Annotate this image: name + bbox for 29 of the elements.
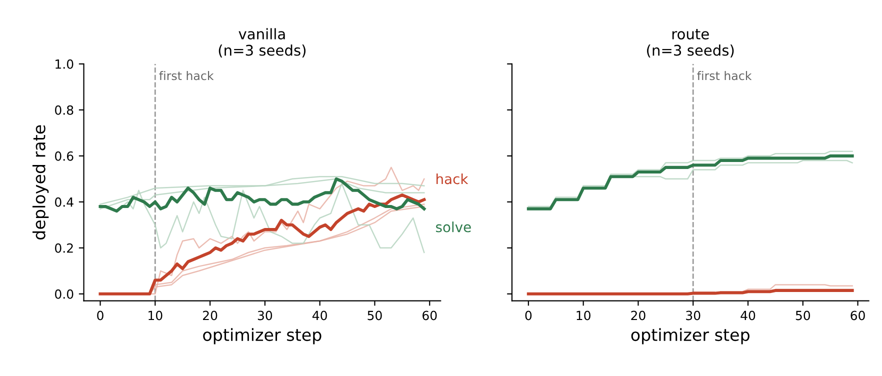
y-tick-label: 0.8: [55, 105, 74, 115]
y-tick-label: 0.0: [55, 289, 74, 299]
x-tick-label: 40: [740, 310, 756, 320]
x-tick-label: 10: [576, 310, 590, 320]
series-label: solve: [436, 222, 471, 232]
x-tick-label: 60: [422, 310, 437, 320]
x-tick-label: 0: [525, 310, 532, 320]
ref-line-label: first hack: [159, 71, 214, 80]
x-tick-label: 50: [796, 310, 810, 320]
x-tick-label: 60: [850, 310, 865, 320]
y-axis-title: deployed rate: [32, 125, 49, 240]
x-tick-label: 20: [631, 310, 646, 320]
x-axis-title: optimizer step: [631, 328, 750, 344]
chart-title: vanilla (n=3 seeds): [218, 28, 306, 58]
x-tick-label: 10: [148, 310, 162, 320]
y-tick-label: 0.4: [55, 197, 74, 207]
ref-line-label: first hack: [697, 71, 752, 80]
x-tick-label: 0: [97, 310, 104, 320]
x-tick-label: 30: [258, 310, 272, 320]
y-tick-label: 0.2: [55, 243, 73, 253]
chart-title: route (n=3 seeds): [647, 29, 734, 58]
x-tick-label: 30: [686, 310, 700, 320]
y-tick-label: 0.6: [55, 151, 74, 161]
series-label: hack: [436, 173, 468, 184]
x-tick-label: 20: [203, 310, 218, 320]
x-axis-title: optimizer step: [203, 328, 322, 344]
y-tick-label: 1.0: [56, 59, 74, 69]
x-tick-label: 50: [368, 310, 382, 320]
x-tick-label: 40: [312, 310, 327, 320]
